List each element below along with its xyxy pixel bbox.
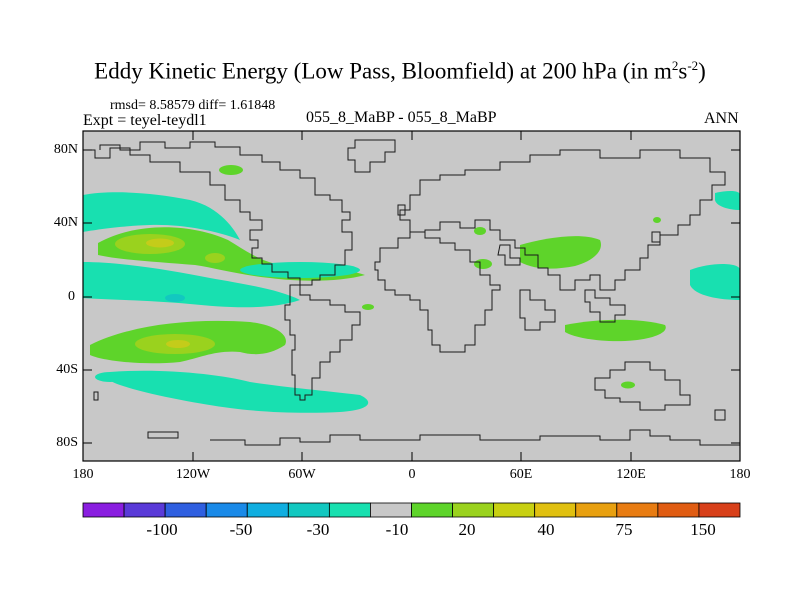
coastline-north-america (83, 141, 353, 286)
colorbar-label: 40 (537, 520, 555, 539)
colorbar-swatch (534, 502, 577, 518)
coastline-south-america (284, 284, 361, 401)
coastline-africa-eurasia (374, 231, 501, 353)
region-mediterranean-green (474, 227, 486, 235)
colorbar-swatch (370, 502, 412, 518)
lon-label-120e: 120E (616, 467, 646, 482)
lat-label-40s: 40S (56, 362, 78, 377)
colorbar-label: -50 (229, 520, 253, 539)
colorbar-swatch (616, 502, 659, 518)
contour-fills (83, 165, 740, 413)
region-west-pacific (690, 264, 740, 300)
region-tropical-atlantic-green (362, 304, 374, 310)
region-east-pacific-cyan (95, 372, 125, 382)
region-small-green (205, 253, 225, 263)
coastline-antarctica (147, 429, 740, 446)
colorbar-label: -100 (146, 520, 178, 539)
coastline-se-asia (519, 289, 626, 331)
region-southern-ocean (107, 370, 369, 413)
axis-ticks (83, 131, 740, 461)
colorbar-swatch (205, 502, 248, 518)
region-equatorial-pacific (83, 262, 300, 308)
lon-label-180w: 180 (72, 467, 94, 482)
region-indian-ocean (565, 319, 666, 342)
region-west-pacific-north (715, 190, 740, 210)
region-north-atlantic-cyan (83, 192, 240, 240)
lon-label-60e: 60E (509, 467, 533, 482)
lon-label-60w: 60W (288, 467, 316, 482)
colorbar-swatch (493, 502, 536, 518)
lat-label-40n: 40N (53, 215, 78, 230)
colorbar-swatch (287, 502, 330, 518)
region-north-pacific-core (146, 238, 174, 248)
coastline-japan (651, 231, 661, 243)
colorbar-swatch (164, 502, 207, 518)
colorbar-swatch (82, 502, 125, 518)
colorbar-swatch (411, 502, 453, 518)
coastline-arabia (497, 244, 521, 266)
lat-label-80s: 80S (56, 435, 78, 450)
colorbar-label: 150 (690, 520, 716, 539)
colorbar-swatch (246, 502, 289, 518)
coastlines (83, 139, 740, 446)
colorbar-swatch (328, 502, 371, 518)
colorbar-label: 75 (615, 520, 633, 539)
case-label: 055_8_MaBP - 055_8_MaBP (306, 109, 497, 126)
region-south-pacific-core (166, 340, 190, 348)
lon-label-180e: 180 (729, 467, 751, 482)
colorbar (82, 502, 741, 518)
figure-title: Eddy Kinetic Energy (Low Pass, Bloomfiel… (94, 58, 706, 84)
rmsd-diff-stats: rmsd= 8.58579 diff= 1.61848 (110, 98, 276, 113)
lat-label-80n: 80N (53, 142, 78, 157)
colorbar-swatch (123, 502, 166, 518)
region-middle-east (520, 236, 601, 269)
season-label: ANN (704, 110, 739, 127)
colorbar-label: -30 (306, 520, 330, 539)
coastline-greenland (347, 139, 396, 173)
experiment-label: Expt = teyel-teydl1 (83, 112, 207, 129)
region-arabia-green (474, 259, 492, 269)
region-australia-green (621, 381, 635, 389)
coastline-pacific-isle (93, 391, 99, 401)
lon-label-0: 0 (408, 467, 416, 482)
colorbar-swatch (657, 502, 700, 518)
region-arctic-green (219, 165, 243, 175)
region-north-atlantic-cyan-2 (240, 262, 360, 278)
colorbar-swatch (698, 502, 741, 518)
coastline-australia (594, 361, 691, 411)
coastline-uk (397, 204, 406, 216)
colorbar-label: -10 (385, 520, 409, 539)
colorbar-label: 20 (458, 520, 476, 539)
region-equatorial-blue (165, 294, 185, 302)
lat-label-0: 0 (68, 289, 75, 304)
colorbar-swatch (575, 502, 618, 518)
lon-label-120w: 120W (175, 467, 211, 482)
region-east-asia-green (653, 217, 661, 223)
coastline-nz (714, 409, 726, 421)
colorbar-swatch (452, 502, 495, 518)
